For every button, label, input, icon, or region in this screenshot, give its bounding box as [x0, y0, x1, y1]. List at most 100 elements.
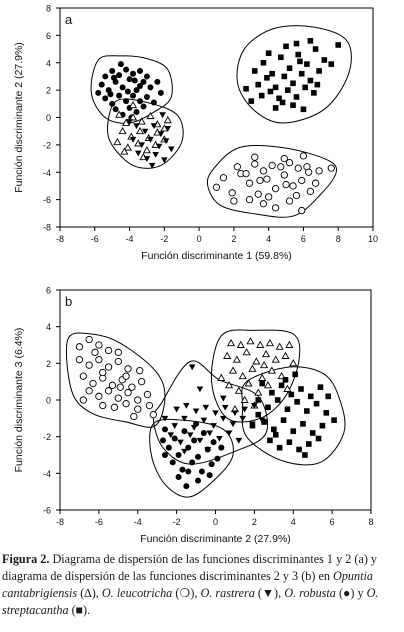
panel-a-point-o-leucotricha — [265, 193, 273, 201]
panel-a-plot: -8 -6 -4 -2 0 2 4 6 8 10 -8 -6 -4 -2 0 2 4 6 8 Función disc… — [13, 4, 378, 263]
panel-b-point-o-cantabrigiensis — [252, 357, 261, 365]
panel-b-point-o-leucotricha — [85, 335, 93, 344]
panel-a-point-o-rastrera — [133, 123, 140, 130]
panel-b-point-o-cantabrigiensis — [217, 373, 226, 381]
panel-b-point-o-rastrera — [196, 437, 204, 444]
panel-b-point-o-leucotricha — [75, 356, 84, 364]
panel-b-point-o-rastrera — [177, 439, 184, 446]
panel-a-point-o-leucotricha — [271, 204, 280, 212]
caption-symbol-filled-square: (■). — [68, 603, 91, 617]
panel-b-point-o-robusta — [198, 468, 205, 475]
panel-b-point-o-rastrera — [241, 406, 248, 413]
panel-a-point-o-streptacantha — [335, 42, 342, 48]
panel-b-point-o-streptacantha — [331, 417, 337, 423]
panel-b-point-o-leucotricha — [104, 346, 113, 355]
panel-b-point-o-cantabrigiensis — [240, 395, 249, 403]
panel-a-point-o-streptacantha — [267, 88, 274, 95]
panel-b-point-o-leucotricha — [122, 372, 130, 380]
panel-a-point-o-rastrera — [126, 119, 133, 125]
panel-a-hull-o-leucotricha — [206, 145, 337, 218]
panel-b-point-o-streptacantha — [306, 441, 312, 447]
panel-a-point-o-streptacantha — [298, 70, 305, 77]
panel-b-x-tick-label: 0 — [213, 517, 218, 527]
panel-b-point-o-robusta — [161, 452, 168, 458]
panel-b-point-o-cantabrigiensis — [283, 384, 292, 392]
panel-a-point-o-robusta — [136, 67, 143, 74]
panel-b-point-o-robusta — [185, 468, 192, 475]
panel-b-point-o-streptacantha — [294, 399, 300, 405]
panel-a-point-o-robusta — [98, 81, 105, 88]
panel-a-point-o-rastrera — [134, 150, 142, 157]
panel-a-point-o-cantabrigiensis — [115, 110, 124, 118]
panel-b-point-o-robusta — [204, 446, 211, 453]
panel-b-point-o-robusta — [175, 452, 182, 458]
panel-a-point-o-cantabrigiensis — [128, 100, 138, 109]
panel-a-point-o-leucotricha — [256, 176, 264, 185]
panel-b-point-o-cantabrigiensis — [254, 388, 263, 396]
panel-a-point-o-leucotricha — [292, 191, 301, 200]
panel-b-point-o-streptacantha — [298, 386, 304, 392]
panel-a-point-o-streptacantha — [307, 38, 314, 44]
panel-a-point-o-robusta — [109, 67, 116, 74]
panel-a-x-tick-label: 0 — [197, 234, 202, 244]
panel-b-y-tick-label: 2 — [46, 359, 51, 369]
panel-b-point-o-streptacantha — [319, 422, 326, 429]
panel-b-point-o-leucotricha — [134, 396, 142, 404]
panel-b-point-o-streptacantha — [292, 371, 298, 378]
panel-b-point-o-robusta — [160, 437, 167, 444]
panel-b-point-o-cantabrigiensis — [226, 338, 236, 347]
panel-b-point-o-rastrera — [216, 436, 223, 442]
panel-a-point-o-cantabrigiensis — [146, 111, 155, 120]
panel-b-point-o-streptacantha — [272, 432, 279, 438]
panel-b-point-o-leucotricha — [143, 390, 152, 399]
panel-a-y-tick-label: 6 — [46, 31, 51, 41]
panel-a-point-o-rastrera — [164, 125, 172, 132]
caption-symbol-open-triangle: (∆), — [77, 586, 102, 600]
panel-a-point-o-streptacantha — [293, 94, 300, 100]
panel-a-point-o-streptacantha — [258, 92, 265, 99]
panel-a-point-o-leucotricha — [327, 164, 335, 172]
panel-a-point-o-leucotricha — [294, 164, 302, 172]
panel-a-x-tick-label: 6 — [301, 234, 306, 244]
panel-b-point-o-leucotricha — [89, 379, 97, 388]
panel-a-point-o-leucotricha — [259, 200, 268, 208]
panel-a-point-o-leucotricha — [285, 159, 294, 167]
panel-a-point-o-robusta — [112, 106, 119, 113]
panel-b-point-o-robusta — [210, 439, 217, 446]
panel-a-point-o-leucotricha — [299, 152, 308, 160]
panel-a-point-o-streptacantha — [295, 51, 302, 58]
panel-a-point-o-leucotricha — [285, 197, 294, 205]
panel-b-point-o-streptacantha — [286, 439, 293, 445]
panel-a-y-tick-label: 2 — [46, 86, 51, 96]
panel-a-point-o-rastrera — [162, 138, 170, 145]
panel-a-point-o-leucotricha — [277, 163, 285, 171]
panel-a-point-o-streptacantha — [316, 68, 322, 74]
panel-b-point-o-rastrera — [219, 415, 227, 422]
panel-a-y-tick-label: -4 — [43, 168, 51, 178]
panel-a-point-o-leucotricha — [245, 195, 254, 204]
panel-b-point-o-cantabrigiensis — [263, 381, 273, 389]
panel-a-x-tick-label: 8 — [336, 234, 341, 244]
panel-a-point-o-robusta — [143, 93, 150, 100]
panel-b-y-tick-label: 6 — [46, 286, 51, 296]
panel-a-point-o-streptacantha — [269, 70, 275, 77]
panel-b-point-o-robusta — [175, 474, 182, 480]
panel-a-point-o-robusta — [154, 78, 161, 85]
caption-symbol-filled-circle: (●) y — [335, 586, 367, 600]
panel-a-point-o-streptacantha — [276, 95, 282, 102]
panel-a-point-o-streptacantha — [314, 81, 321, 88]
panel-b-point-o-leucotricha — [85, 361, 93, 369]
panel-b-x-tick-label: 4 — [291, 517, 296, 527]
panel-b-point-o-cantabrigiensis — [242, 348, 251, 356]
panel-b-point-o-rastrera — [181, 415, 188, 422]
panel-b-point-o-robusta — [195, 453, 202, 460]
panel-b-point-o-cantabrigiensis — [267, 366, 276, 374]
panel-a-point-o-robusta — [124, 88, 131, 95]
panel-b-point-o-cantabrigiensis — [234, 386, 243, 394]
panel-a-point-o-rastrera — [167, 146, 175, 153]
panel-b-point-o-rastrera — [181, 448, 188, 455]
panel-b-point-o-leucotricha — [79, 396, 87, 404]
panel-a-point-o-streptacantha — [304, 61, 310, 67]
panel-a-point-o-leucotricha — [242, 169, 250, 178]
